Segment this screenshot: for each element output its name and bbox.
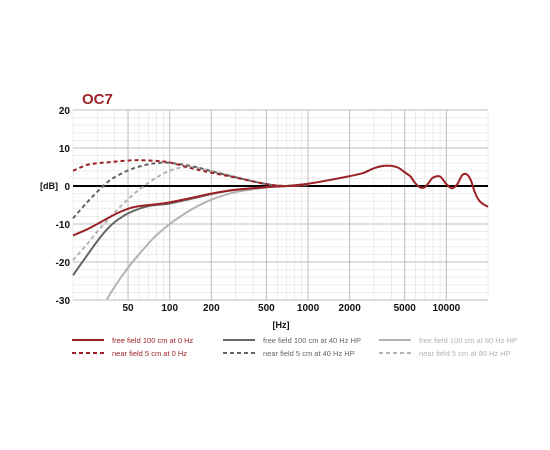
series-line-5 — [105, 183, 309, 301]
y-tick-label: -20 — [56, 258, 71, 269]
x-tick-label: 2000 — [339, 303, 362, 314]
y-tick-label: -10 — [56, 220, 71, 231]
legend-label: free field 100 cm at 80 Hz HP — [419, 336, 517, 345]
grid-lines — [72, 109, 489, 301]
y-tick-label: 0 — [64, 182, 70, 193]
series-lines — [72, 159, 489, 301]
x-tick-label: 10000 — [432, 303, 460, 314]
x-tick-label: 100 — [161, 303, 178, 314]
series-line-1 — [72, 164, 489, 237]
y-tick-label: 20 — [59, 106, 71, 117]
x-tick-label: 500 — [258, 303, 275, 314]
y-tick-label: -30 — [56, 296, 71, 307]
legend-label: near field 5 cm at 40 Hz HP — [263, 349, 355, 358]
legend-label: near field 5 cm at 80 Hz HP — [419, 349, 511, 358]
legend-label: near field 5 cm at 0 Hz — [112, 349, 187, 358]
x-tick-label: 5000 — [394, 303, 417, 314]
x-tick-label: 200 — [203, 303, 220, 314]
x-axis-label: [Hz] — [273, 320, 290, 330]
legend: free field 100 cm at 0 Hz near field 5 cm… — [72, 336, 517, 358]
chart-title: OC7 — [82, 91, 113, 108]
series-line-2 — [72, 159, 309, 188]
y-axis-label: [dB] — [40, 181, 58, 191]
x-tick-label: 50 — [122, 303, 134, 314]
series-line-6 — [72, 166, 309, 261]
x-tick-label: 1000 — [297, 303, 320, 314]
legend-label: free field 100 cm at 0 Hz — [112, 336, 194, 345]
y-tick-label: 10 — [59, 144, 71, 155]
legend-label: free field 100 cm at 40 Hz HP — [263, 336, 361, 345]
series-line-4 — [72, 161, 309, 219]
